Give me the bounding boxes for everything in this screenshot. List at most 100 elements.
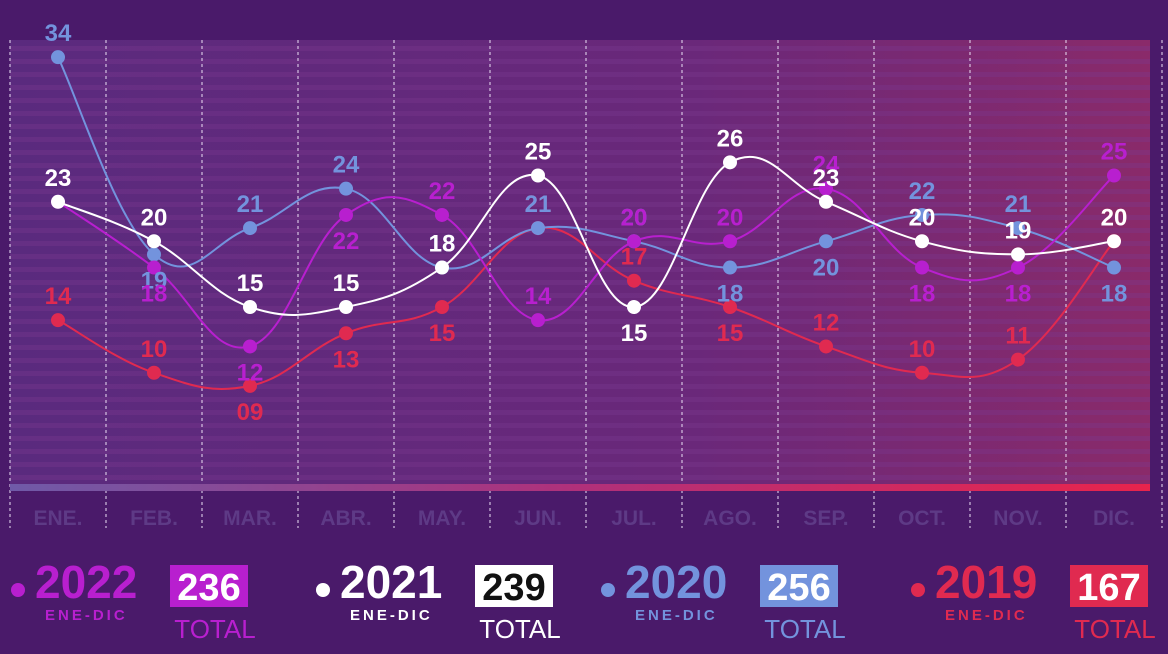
stripe <box>10 475 1150 480</box>
point-2021 <box>1107 234 1121 249</box>
data-label-2019: 10 <box>141 336 168 363</box>
point-2020 <box>51 50 65 65</box>
point-2021 <box>435 260 449 275</box>
data-label-2020: 20 <box>813 254 840 281</box>
stripe <box>10 137 1150 142</box>
x-tick-label: NOV. <box>993 507 1042 530</box>
stripe <box>10 46 1150 51</box>
stripe <box>10 397 1150 402</box>
series-layer <box>51 50 1121 393</box>
x-tick-label: JUL. <box>611 507 657 530</box>
stripe <box>10 124 1150 129</box>
x-tick-label: ABR. <box>320 507 371 530</box>
stripe <box>10 423 1150 428</box>
x-tick-label: AGO. <box>703 507 757 530</box>
data-label-2020: 18 <box>429 231 456 258</box>
point-2021 <box>147 234 161 249</box>
legend-total-value: 256 <box>767 567 830 609</box>
stripe <box>10 85 1150 90</box>
point-2021 <box>819 194 833 209</box>
data-label-2020: 21 <box>525 191 552 218</box>
stripe <box>10 267 1150 272</box>
data-label-2020: 19 <box>141 267 168 294</box>
point-2022 <box>147 260 161 275</box>
stripe <box>10 319 1150 324</box>
point-2022 <box>1011 260 1025 275</box>
point-2022 <box>531 313 545 328</box>
x-tick-label: ENE. <box>33 507 82 530</box>
legend-period: ENE-DIC <box>945 607 1028 624</box>
stripe <box>10 462 1150 467</box>
data-label-2022: 18 <box>1005 281 1032 308</box>
legend-year: 2022 <box>35 556 137 608</box>
data-label-2020: 34 <box>45 20 72 47</box>
point-2019 <box>147 365 161 380</box>
data-label-2019: 17 <box>621 244 648 271</box>
point-2020 <box>819 234 833 249</box>
stripe <box>10 332 1150 337</box>
point-2022 <box>243 339 257 354</box>
plot-area <box>10 40 1150 484</box>
data-label-2019: 21 <box>525 191 552 218</box>
stripe <box>10 98 1150 103</box>
point-2020 <box>531 221 545 236</box>
stripe <box>10 280 1150 285</box>
stripe <box>10 72 1150 77</box>
x-tick-label: DIC. <box>1093 507 1135 530</box>
x-axis-baseline <box>10 484 1150 491</box>
data-label-2022: 24 <box>813 152 840 179</box>
x-axis-tick-labels: ENE. FEB. MAR. ABR. MAY. JUN. JUL. AGO. SEP. OCT.… <box>33 507 1135 530</box>
data-label-2020: 21 <box>237 191 264 218</box>
point-2022 <box>627 234 641 249</box>
plot-background <box>10 40 1150 484</box>
stripe <box>10 163 1150 168</box>
point-2019 <box>627 273 641 288</box>
stripe <box>10 306 1150 311</box>
data-label-2021: 18 <box>429 231 456 258</box>
point-2019 <box>243 378 257 393</box>
legend-dot <box>911 583 925 597</box>
legend-total-value: 167 <box>1077 567 1140 609</box>
data-label-2020: 20 <box>621 204 648 231</box>
data-label-2021: 15 <box>333 270 360 297</box>
data-label-2022: 20 <box>717 204 744 231</box>
stripe <box>10 176 1150 181</box>
legend-period: ENE-DIC <box>635 607 718 624</box>
legend-period: ENE-DIC <box>350 607 433 624</box>
point-2022 <box>915 260 929 275</box>
point-2020 <box>1107 260 1121 275</box>
point-2021 <box>339 300 353 314</box>
point-2022 <box>435 207 449 222</box>
x-tick-label: MAR. <box>223 507 277 530</box>
x-tick-label: SEP. <box>803 507 848 530</box>
stripe <box>10 254 1150 259</box>
data-label-2019: 10 <box>909 336 936 363</box>
stripe <box>10 215 1150 220</box>
stripe <box>10 371 1150 376</box>
legend-total-box <box>760 565 838 607</box>
legend-total-label: TOTAL <box>174 614 255 644</box>
point-2019 <box>435 300 449 314</box>
stripe <box>10 436 1150 441</box>
stripe <box>10 358 1150 363</box>
data-label-2022: 18 <box>141 281 168 308</box>
data-label-2021: 15 <box>621 320 648 347</box>
data-label-2021: 15 <box>237 270 264 297</box>
data-label-2019: 14 <box>45 283 72 310</box>
point-2020 <box>147 247 161 262</box>
legend-year: 2019 <box>935 556 1037 608</box>
point-2020 <box>243 221 257 236</box>
point-2021 <box>627 300 641 314</box>
data-label-2019: 09 <box>237 399 264 426</box>
legend: 2022ENE-DIC236TOTAL2021ENE-DIC239TOTAL20… <box>11 556 1156 644</box>
data-label-2021: 20 <box>1101 204 1128 231</box>
legend-dot <box>316 583 330 597</box>
data-label-2021: 23 <box>813 165 840 192</box>
data-label-2021: 20 <box>909 204 936 231</box>
point-2020 <box>1011 221 1025 236</box>
stripe <box>10 202 1150 207</box>
data-label-2021: 19 <box>1005 217 1032 244</box>
legend-total-box <box>1070 565 1148 607</box>
stripe <box>10 410 1150 415</box>
